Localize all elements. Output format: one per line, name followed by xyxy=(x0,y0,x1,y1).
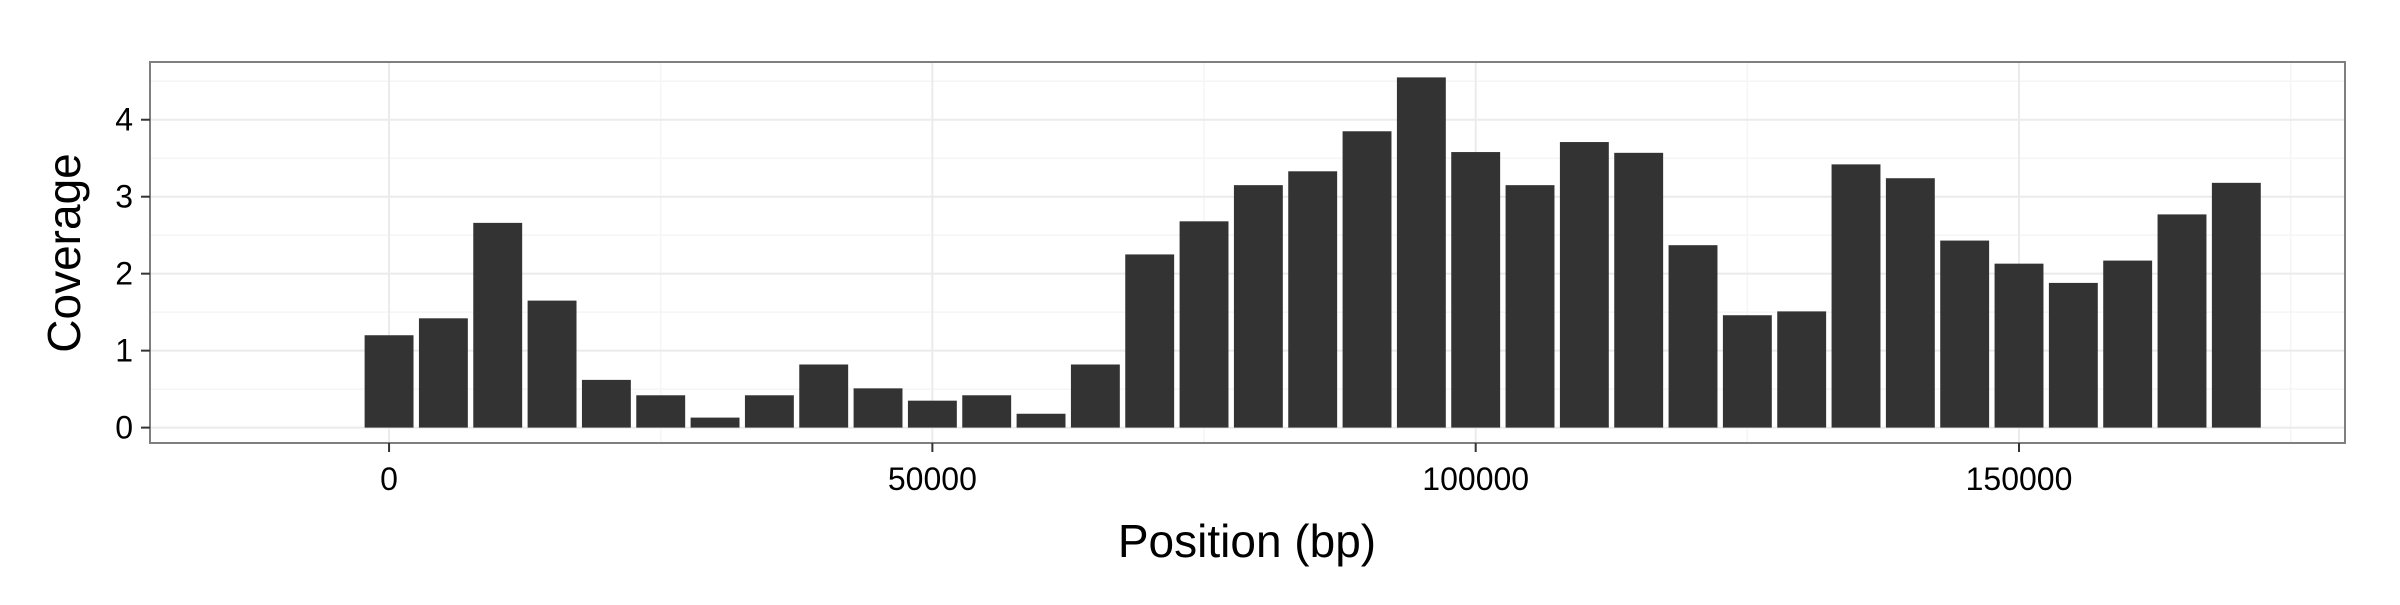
bar xyxy=(1233,185,1283,428)
y-tick-label: 0 xyxy=(115,410,133,446)
bar xyxy=(1070,364,1120,428)
bar xyxy=(581,379,631,428)
plot-panel-border xyxy=(149,61,2346,444)
y-tick-label: 1 xyxy=(115,333,133,369)
x-tick-label: 150000 xyxy=(1966,461,2073,497)
bar xyxy=(962,395,1012,428)
bar xyxy=(1831,164,1881,428)
y-axis: 0 1 2 3 4 xyxy=(115,102,150,446)
bar xyxy=(744,395,794,428)
bar xyxy=(1396,77,1446,428)
bar xyxy=(799,364,849,428)
bar xyxy=(1125,254,1175,428)
bar xyxy=(527,300,577,428)
y-tick-label: 2 xyxy=(115,256,133,292)
bar xyxy=(473,222,523,428)
bar xyxy=(1722,315,1772,428)
bar xyxy=(1994,263,2044,428)
bar xyxy=(1505,185,1555,428)
x-tick-label: 50000 xyxy=(888,461,977,497)
bar xyxy=(853,388,903,428)
bar xyxy=(907,400,957,428)
bar xyxy=(1777,311,1827,428)
bar xyxy=(1451,152,1501,428)
bar xyxy=(2211,182,2261,428)
bar xyxy=(418,318,468,428)
bar xyxy=(1288,171,1338,428)
bar xyxy=(690,417,740,428)
y-tick-label: 4 xyxy=(115,102,133,138)
bar xyxy=(1016,413,1066,428)
bar xyxy=(1342,131,1392,428)
bar xyxy=(1614,152,1664,428)
y-tick-label: 3 xyxy=(115,179,133,215)
bar xyxy=(2103,260,2153,428)
bar xyxy=(2157,214,2207,428)
bar xyxy=(1559,142,1609,428)
x-axis-title: Position (bp) xyxy=(1118,515,1376,567)
bars xyxy=(364,77,2261,428)
x-tick-label: 100000 xyxy=(1422,461,1529,497)
bar xyxy=(636,395,686,428)
bar xyxy=(1940,240,1990,428)
bar xyxy=(1885,178,1935,428)
x-tick-label: 0 xyxy=(380,461,398,497)
bar xyxy=(2048,282,2098,428)
bar xyxy=(1179,221,1229,428)
bar xyxy=(364,335,414,428)
bar xyxy=(1668,245,1718,428)
y-axis-title: Coverage xyxy=(38,153,90,352)
x-axis: 0 50000 100000 150000 xyxy=(380,443,2072,497)
